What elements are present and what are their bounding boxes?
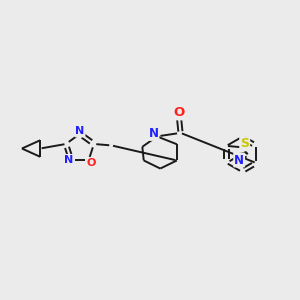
Text: O: O — [173, 106, 185, 119]
Text: N: N — [64, 155, 74, 165]
Text: N: N — [148, 127, 158, 140]
Text: S: S — [240, 137, 249, 150]
Text: O: O — [86, 158, 96, 168]
Text: N: N — [234, 154, 244, 166]
Text: N: N — [75, 126, 85, 136]
